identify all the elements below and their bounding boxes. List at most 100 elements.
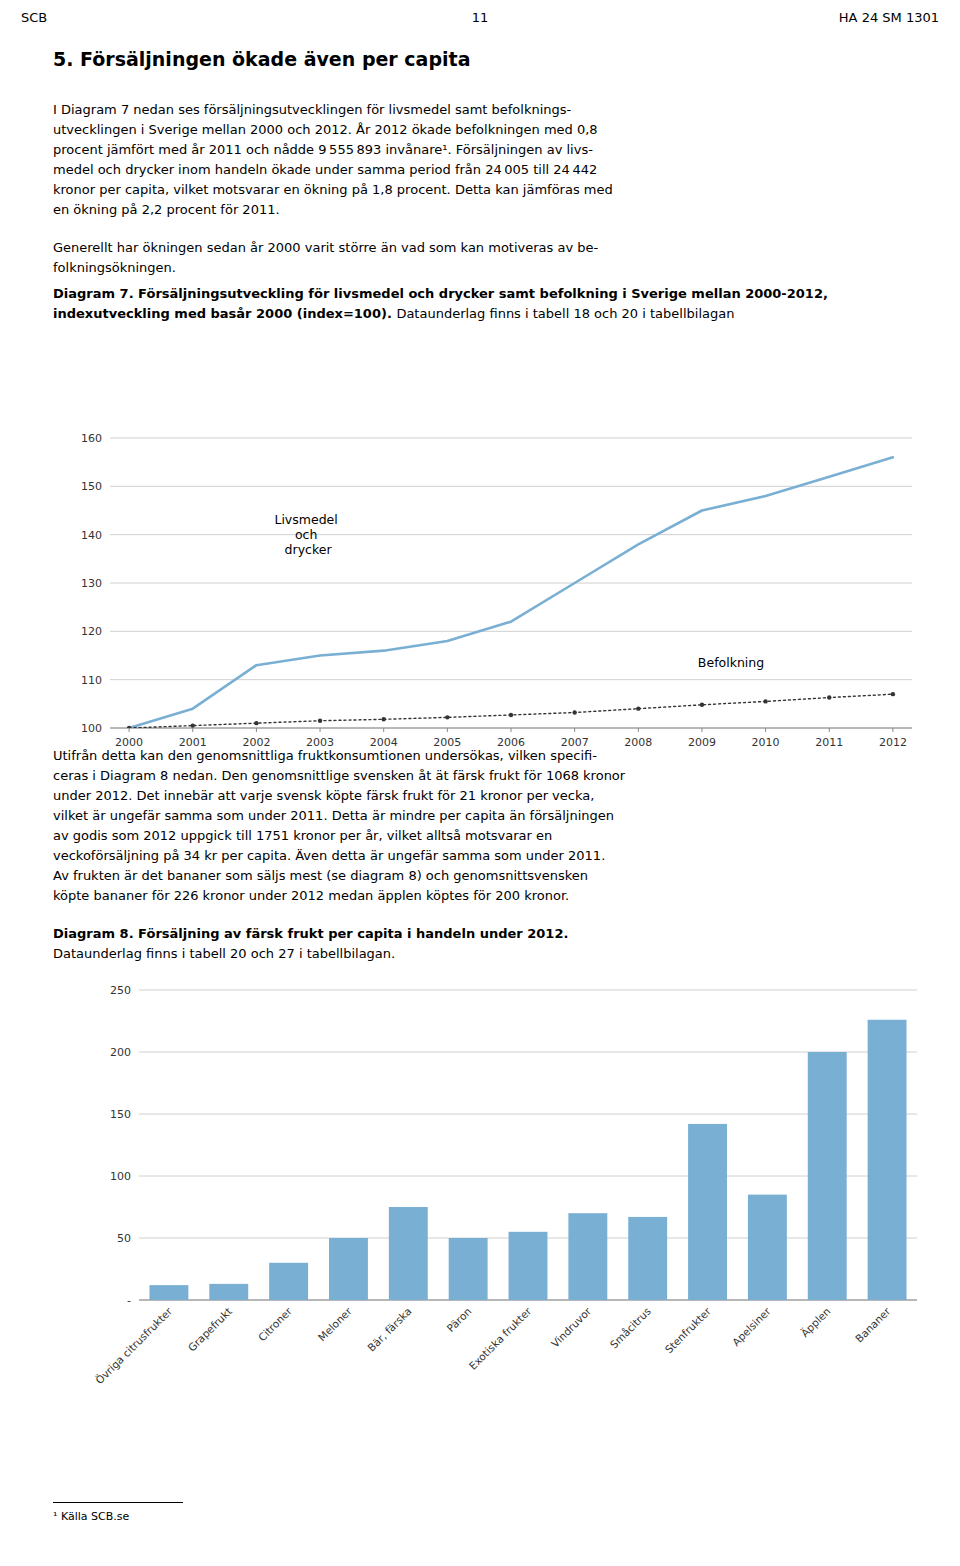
bar [688, 1124, 727, 1300]
x-tick-label: 2008 [624, 736, 652, 749]
x-tick-label: 2003 [306, 736, 334, 749]
chart-title-block: Diagram 7. Försäljningsutveckling för li… [53, 284, 913, 324]
x-tick [383, 728, 384, 732]
y-tick-label: - [127, 1294, 131, 1307]
x-tick-label: Äpplen [798, 1305, 832, 1339]
x-tick-label: Exotiska frukter [466, 1304, 533, 1371]
grid-line [110, 583, 912, 584]
grid-line [139, 1176, 917, 1177]
y-tick-label: 140 [81, 529, 102, 542]
x-tick-label: 2010 [752, 736, 780, 749]
x-tick-label: Stenfrukter [662, 1304, 713, 1355]
y-tick-label: 150 [81, 480, 102, 493]
x-tick [129, 728, 130, 732]
x-tick [192, 728, 193, 732]
x-tick-label: 2002 [242, 736, 270, 749]
series-labels: Livsmedel och dryckerBefolkning [274, 512, 764, 670]
series-line [129, 457, 893, 728]
x-tick [765, 728, 766, 732]
grid-line [139, 1052, 917, 1053]
y-tick-label: 250 [110, 984, 131, 997]
x-tick-label: 2000 [115, 736, 143, 749]
chart-title-block: Diagram 8. Försäljning av färsk frukt pe… [53, 924, 913, 964]
chart-title: Diagram 8. Försäljning av färsk frukt pe… [53, 926, 568, 941]
x-tick-label: 2001 [179, 736, 207, 749]
bar [209, 1284, 248, 1300]
series-marker [700, 703, 704, 707]
bar [748, 1195, 787, 1300]
bar [808, 1052, 847, 1300]
grid-line [110, 534, 912, 535]
bar [509, 1232, 548, 1300]
bar [568, 1213, 607, 1300]
footnote: ¹ Källa SCB.se [53, 1510, 129, 1523]
x-tick [511, 728, 512, 732]
bar [628, 1217, 667, 1300]
x-tick-label: 2011 [815, 736, 843, 749]
chart-subtitle: Dataunderlag finns i tabell 18 och 20 i … [396, 306, 734, 321]
series-marker [891, 692, 895, 696]
bar [269, 1263, 308, 1300]
page-header-center: 11 [0, 10, 960, 25]
series-marker [191, 723, 195, 727]
x-tick-label: 2004 [370, 736, 398, 749]
series-marker [636, 706, 640, 710]
bar [868, 1020, 907, 1300]
grid-line [139, 1114, 917, 1115]
x-tick-label: Bär, färska [365, 1305, 414, 1354]
y-tick-label: 110 [81, 674, 102, 687]
y-tick-label: 50 [117, 1232, 131, 1245]
grid-line [110, 438, 912, 439]
plot-marks [127, 457, 895, 728]
x-tick-label: Citroner [256, 1304, 295, 1343]
page-header-right: HA 24 SM 1301 [839, 10, 939, 25]
y-tick-label: 150 [110, 1108, 131, 1121]
y-tick-label: 100 [81, 722, 102, 735]
plot-marks [149, 1020, 906, 1300]
x-tick-label: Övriga citrusfrukter [93, 1304, 175, 1386]
x-tick [829, 728, 830, 732]
grid-line [110, 486, 912, 487]
x-tick [701, 728, 702, 732]
series-marker [127, 726, 131, 728]
x-tick-label: Grapefrukt [185, 1305, 234, 1354]
x-tick-label: 2012 [879, 736, 907, 749]
x-tick-label: Meloner [315, 1304, 354, 1343]
series-marker [445, 715, 449, 719]
series-marker [381, 717, 385, 721]
y-tick-label: 200 [110, 1046, 131, 1059]
y-tick-label: 100 [110, 1170, 131, 1183]
grid-line [110, 679, 912, 680]
series-marker [827, 695, 831, 699]
bar [449, 1238, 488, 1300]
x-tick [892, 728, 893, 732]
series-label: Befolkning [698, 655, 764, 670]
x-tick-label: Päron [444, 1305, 473, 1334]
series-line [129, 694, 893, 728]
paragraph: Generellt har ökningen sedan år 2000 var… [53, 238, 933, 278]
x-tick-label: 2006 [497, 736, 525, 749]
bar-chart: - 50 100 150 200 250 Övriga citrusfrukterGrape… [0, 970, 960, 1430]
grid-line [139, 990, 917, 991]
y-tick-label: 160 [81, 432, 102, 445]
y-tick-label: 130 [81, 577, 102, 590]
y-tick-label: 120 [81, 625, 102, 638]
series-marker [318, 719, 322, 723]
x-tick [256, 728, 257, 732]
x-tick [638, 728, 639, 732]
paragraph: I Diagram 7 nedan ses försäljningsutveck… [53, 100, 933, 220]
series-marker [763, 699, 767, 703]
x-tick [320, 728, 321, 732]
x-tick-label: 2005 [433, 736, 461, 749]
x-tick-label: 2009 [688, 736, 716, 749]
axes: 100 110 120 130 140 150 160 2000 2001 2002 2003 200… [81, 432, 912, 749]
x-tick-label: Apelsiner [730, 1304, 774, 1348]
footnote-rule [53, 1502, 183, 1503]
bar [329, 1238, 368, 1300]
grid-line [110, 631, 912, 632]
page-header-left: SCB [21, 10, 47, 25]
x-tick-label: Vindruvor [549, 1304, 594, 1349]
x-tick [447, 728, 448, 732]
bar [149, 1285, 188, 1300]
bar [389, 1207, 428, 1300]
